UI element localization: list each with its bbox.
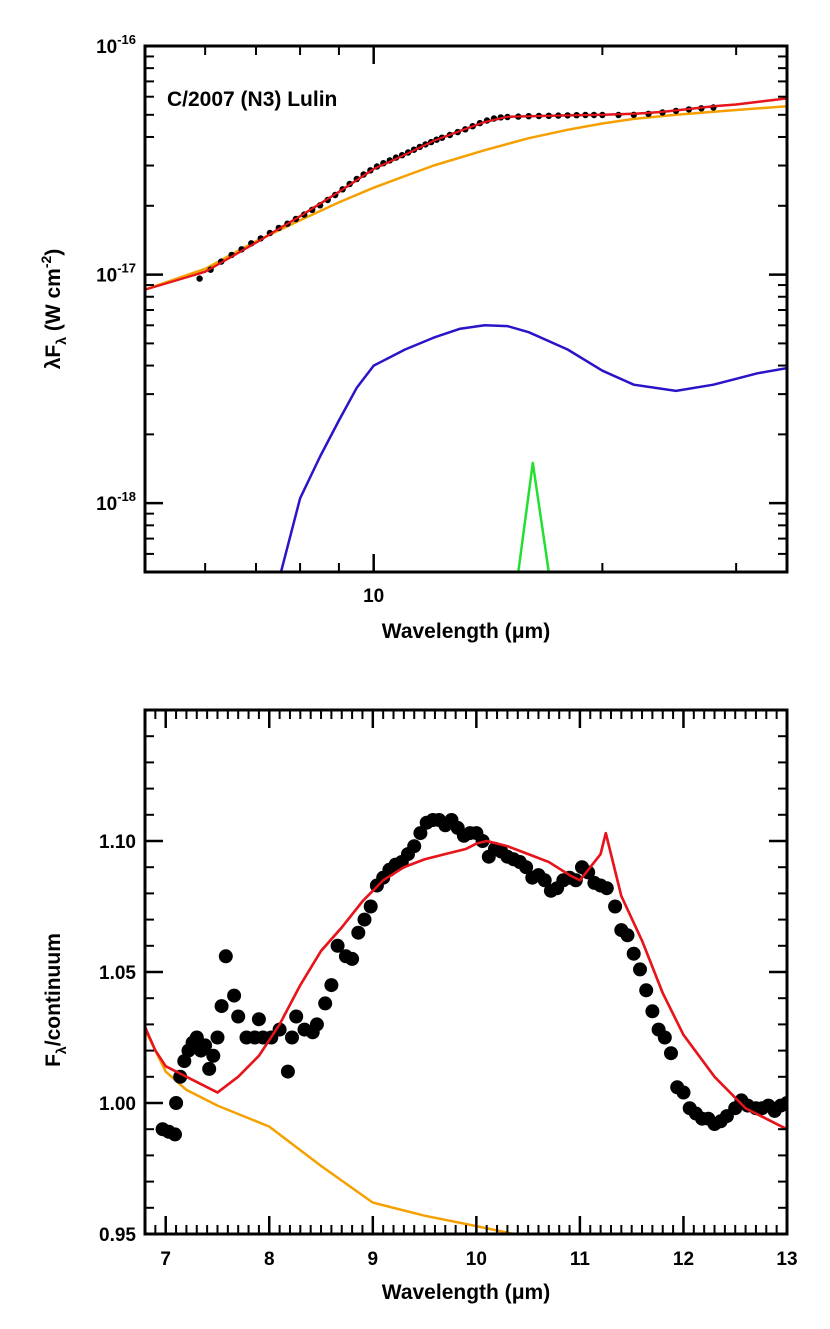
sed-feature-line: [517, 461, 551, 572]
ratio-data-point: [676, 1085, 691, 1100]
ratio-continuum-line: [145, 1029, 520, 1234]
ratio-data-point: [363, 899, 378, 914]
ratio-plot-frame: [143, 708, 789, 1236]
ratio-data-point: [309, 1017, 324, 1032]
ratio-data-point: [633, 962, 647, 977]
ratio-x-tick-label: 7: [160, 1249, 171, 1270]
ratio-data-point: [177, 1054, 192, 1069]
ratio-data-point: [330, 938, 345, 953]
ratio-y-tick-label: 1.00: [99, 1094, 136, 1115]
sed-total-line-overlay: [145, 97, 787, 291]
ratio-data-point: [620, 928, 635, 943]
ratio-data-point: [202, 1061, 217, 1076]
sed-panel: 10 10-16 10-17 10-18 C/2007 (N3) Lulin Wave…: [38, 32, 789, 643]
continuum-panel: 7 8 9 10 11 12 13 0.95 1.00 1.05 1.10 Wavelength (…: [42, 708, 798, 1304]
ratio-data-point: [272, 1022, 287, 1037]
sed-tick-labels: 10 10-16 10-17 10-18: [96, 32, 384, 607]
sed-x-axis-title: Wavelength (μm): [382, 620, 550, 643]
ratio-x-tick-label: 12: [673, 1249, 694, 1270]
ratio-total-line-overlay: [145, 831, 787, 1131]
ratio-tick-marks: [144, 708, 789, 1236]
ratio-data-point: [280, 1064, 295, 1079]
ratio-data-point: [664, 1046, 678, 1061]
ratio-tick-labels: 7 8 9 10 11 12 13 0.95 1.00 1.05 1.10: [99, 832, 798, 1270]
ratio-data-point: [345, 951, 360, 966]
ratio-data-point: [214, 999, 229, 1014]
ratio-data-point: [519, 860, 534, 875]
sed-silicate-line: [279, 324, 787, 572]
ratio-data-point: [318, 996, 333, 1011]
sed-y-axis-title: λFλ (W cm-2): [38, 249, 69, 370]
sed-plot-frame: [143, 44, 789, 574]
ratio-total-line: [145, 831, 787, 1131]
ratio-data-point: [289, 1009, 304, 1024]
ratio-data-point: [227, 988, 242, 1003]
ratio-data-point: [206, 1048, 221, 1063]
ratio-data-point: [231, 1009, 246, 1024]
sed-y-tick-label: 10-18: [96, 489, 136, 515]
ratio-x-tick-label: 11: [570, 1249, 591, 1270]
ratio-x-tick-label: 13: [776, 1249, 797, 1270]
comet-name-annotation: C/2007 (N3) Lulin: [167, 88, 337, 111]
sed-y-tick-label: 10-16: [96, 32, 136, 58]
ratio-y-tick-label: 0.95: [99, 1225, 136, 1246]
ratio-y-axis-title: Fλ/continuum: [42, 933, 69, 1067]
ratio-data-point: [218, 949, 233, 964]
ratio-y-tick-label: 1.05: [99, 963, 136, 984]
sed-data-point: [196, 275, 203, 282]
ratio-data-point: [357, 912, 372, 927]
sed-points-group: [145, 97, 787, 291]
ratio-data-point: [198, 1038, 213, 1053]
ratio-x-axis-title: Wavelength (μm): [382, 1281, 550, 1304]
sed-series-group: [145, 97, 787, 572]
ratio-data-point: [413, 826, 428, 841]
ratio-x-tick-label: 8: [264, 1249, 275, 1270]
ratio-data-point: [608, 899, 623, 914]
ratio-data-point: [626, 946, 641, 961]
ratio-data-point: [251, 1012, 266, 1027]
ratio-data-point: [168, 1127, 182, 1142]
ratio-data-point: [324, 978, 339, 993]
ratio-x-tick-label: 10: [466, 1249, 487, 1270]
sed-continuum-line: [145, 105, 787, 291]
ratio-data-point: [537, 873, 552, 888]
ratio-data-point: [407, 839, 422, 854]
ratio-points-group: [145, 813, 787, 1142]
sed-tick-marks: [144, 44, 787, 573]
ratio-data-point: [285, 1030, 299, 1045]
ratio-data-point: [639, 983, 654, 998]
ratio-data-point: [657, 1030, 672, 1045]
ratio-y-tick-label: 1.10: [99, 832, 136, 853]
ratio-data-point: [169, 1096, 184, 1110]
sed-y-tick-label: 10-17: [96, 261, 136, 287]
ratio-data-point: [210, 1030, 225, 1045]
sed-x-tick-label: 10: [363, 586, 384, 607]
ratio-data-point: [173, 1069, 188, 1084]
ratio-data-point: [599, 881, 614, 896]
ratio-x-tick-label: 9: [368, 1249, 379, 1270]
ratio-data-point: [351, 925, 366, 940]
ratio-data-point: [645, 1004, 660, 1019]
